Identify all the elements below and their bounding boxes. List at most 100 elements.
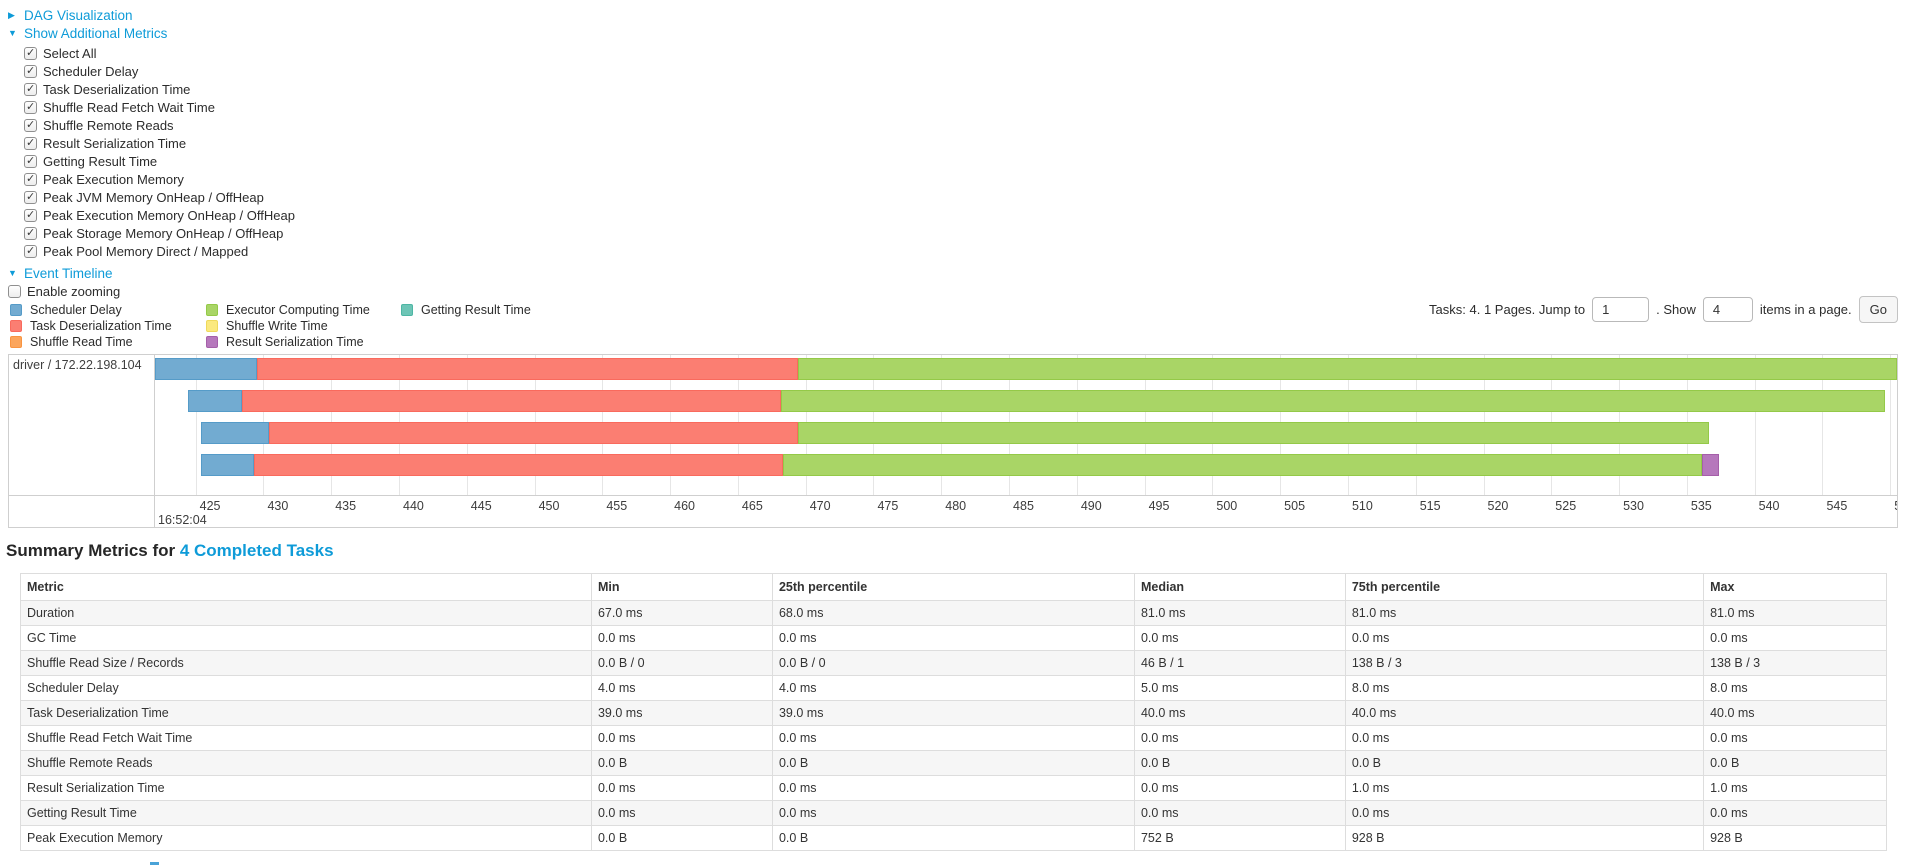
metric-value-cell: 8.0 ms <box>1703 675 1887 701</box>
timeline-axis-separator <box>9 495 1897 496</box>
jump-to-page-input[interactable] <box>1592 297 1650 322</box>
metric-value-cell: 0.0 ms <box>590 775 773 801</box>
metric-value-cell: 928 B <box>1344 825 1705 851</box>
checkbox-icon <box>24 172 37 186</box>
metric-checkbox-peak-execution-memory-onheap-offheap[interactable]: Peak Execution Memory OnHeap / OffHeap <box>24 207 295 223</box>
metric-value-cell: 0.0 ms <box>590 725 773 751</box>
checkbox-icon <box>24 154 37 168</box>
task-row-1-segment-scheduler_delay[interactable] <box>155 358 257 380</box>
task-row-4-segment-executor_computing[interactable] <box>782 454 1702 476</box>
metric-value-cell: 5.0 ms <box>1133 675 1346 701</box>
metric-checkbox-peak-storage-memory-onheap-offheap[interactable]: Peak Storage Memory OnHeap / OffHeap <box>24 225 283 241</box>
task-row-4-segment-task_deserialization[interactable] <box>253 454 783 476</box>
task-row-4-segment-result_serialization[interactable] <box>1701 454 1720 476</box>
metric-value-cell: 1.0 ms <box>1344 775 1705 801</box>
metric-checkbox-peak-execution-memory[interactable]: Peak Execution Memory <box>24 171 184 187</box>
toggle-dag-visualization[interactable]: ▶ DAG Visualization <box>8 7 133 24</box>
task-row-4-segment-scheduler_delay[interactable] <box>201 454 254 476</box>
metric-value-cell: 40.0 ms <box>1133 700 1346 726</box>
metric-value-cell: 0.0 ms <box>590 625 773 651</box>
metric-name-cell: Peak Execution Memory <box>20 825 592 851</box>
timeline-tick-label: 460 <box>674 499 695 513</box>
timeline-tick-label: 550 <box>1894 499 1897 513</box>
collapsed-arrow-icon: ▶ <box>8 10 15 20</box>
checkbox-label: Peak Storage Memory OnHeap / OffHeap <box>43 225 284 241</box>
timeline-group-label: driver / 172.22.198.104 <box>13 358 142 372</box>
legend-item-result_serialization: Result Serialization Time <box>206 335 364 349</box>
timeline-tick-label: 480 <box>945 499 967 513</box>
summary-row-scheduler-delay: Scheduler Delay 4.0 ms 4.0 ms 5.0 ms 8.0 ms 8… <box>20 675 1887 701</box>
timeline-tick-label: 450 <box>538 499 560 513</box>
task-row-3-segment-scheduler_delay[interactable] <box>201 422 269 444</box>
metric-value-cell: 0.0 ms <box>771 625 1135 651</box>
legend-item-executor_computing: Executor Computing Time <box>206 303 370 317</box>
checkbox-label: Shuffle Read Fetch Wait Time <box>43 99 215 115</box>
task-row-2-segment-task_deserialization[interactable] <box>241 390 782 412</box>
summary-header-median: Median <box>1133 573 1346 601</box>
metric-value-cell: 752 B <box>1133 825 1346 851</box>
task-row-3-segment-task_deserialization[interactable] <box>268 422 798 444</box>
metric-checkbox-select-all[interactable]: Select All <box>24 45 96 61</box>
task-row-1-segment-task_deserialization[interactable] <box>256 358 798 380</box>
metric-checkbox-shuffle-read-fetch-wait-time[interactable]: Shuffle Read Fetch Wait Time <box>24 99 215 115</box>
metric-name-cell: Getting Result Time <box>20 800 592 826</box>
metric-checkbox-task-deserialization-time[interactable]: Task Deserialization Time <box>24 81 190 97</box>
timeline-plot-area <box>155 355 1897 495</box>
metric-name-cell: Shuffle Remote Reads <box>20 750 592 776</box>
summary-header-25th-percentile: 25th percentile <box>771 573 1135 601</box>
timeline-tick-label: 535 <box>1690 499 1712 513</box>
metric-value-cell: 0.0 ms <box>771 775 1135 801</box>
items-per-page-input[interactable] <box>1702 297 1753 322</box>
metric-name-cell: Shuffle Read Size / Records <box>20 650 592 676</box>
metric-value-cell: 0.0 B / 0 <box>590 650 773 676</box>
checkbox-label: Peak Pool Memory Direct / Mapped <box>43 243 249 259</box>
go-button[interactable]: Go <box>1858 296 1898 323</box>
task-row-2-segment-executor_computing[interactable] <box>781 390 1885 412</box>
task-row-1-segment-executor_computing[interactable] <box>797 358 1897 380</box>
metric-checkbox-shuffle-remote-reads[interactable]: Shuffle Remote Reads <box>24 117 174 133</box>
timeline-tick-label: 540 <box>1758 499 1780 513</box>
timeline-gridline <box>1822 355 1824 495</box>
summary-row-shuffle-read-size-records: Shuffle Read Size / Records 0.0 B / 0 0.0 … <box>20 650 1887 676</box>
timeline-tick-label: 515 <box>1419 499 1441 513</box>
metric-checkbox-getting-result-time[interactable]: Getting Result Time <box>24 153 157 169</box>
checkbox-icon <box>24 244 37 258</box>
pagination-items-label: items in a page. <box>1759 302 1852 317</box>
summary-metrics-heading: Summary Metrics for 4 Completed Tasks <box>6 541 334 561</box>
metric-value-cell: 0.0 B <box>771 750 1135 776</box>
toggle-show-additional-metrics[interactable]: ▼ Show Additional Metrics <box>8 25 167 42</box>
metric-value-cell: 0.0 ms <box>771 800 1135 826</box>
checkbox-label: Select All <box>43 45 97 61</box>
timeline-group-divider <box>154 355 155 527</box>
metric-value-cell: 8.0 ms <box>1344 675 1705 701</box>
checkbox-label: Result Serialization Time <box>43 135 187 151</box>
timeline-tick-label: 520 <box>1487 499 1509 513</box>
metric-value-cell: 138 B / 3 <box>1703 650 1887 676</box>
metric-value-cell: 0.0 ms <box>590 800 773 826</box>
metric-value-cell: 4.0 ms <box>771 675 1135 701</box>
checkbox-icon <box>24 46 37 60</box>
metric-value-cell: 0.0 ms <box>1133 800 1346 826</box>
task-row-2-segment-scheduler_delay[interactable] <box>187 390 242 412</box>
enable-zooming-checkbox[interactable]: Enable zooming <box>8 283 120 299</box>
checkbox-label: Getting Result Time <box>43 153 158 169</box>
timeline-tick-label: 500 <box>1216 499 1238 513</box>
metric-checkbox-peak-jvm-memory-onheap-offheap[interactable]: Peak JVM Memory OnHeap / OffHeap <box>24 189 264 205</box>
metric-value-cell: 40.0 ms <box>1703 700 1887 726</box>
checkbox-label: Peak JVM Memory OnHeap / OffHeap <box>43 189 264 205</box>
metric-checkbox-result-serialization-time[interactable]: Result Serialization Time <box>24 135 186 151</box>
legend-label: Result Serialization Time <box>226 335 364 349</box>
metric-checkbox-peak-pool-memory-direct-mapped[interactable]: Peak Pool Memory Direct / Mapped <box>24 243 248 259</box>
timeline-tick-label: 530 <box>1623 499 1644 513</box>
toggle-event-timeline[interactable]: ▼ Event Timeline <box>8 265 113 282</box>
metric-value-cell: 81.0 ms <box>1344 600 1705 626</box>
completed-tasks-link[interactable]: 4 Completed Tasks <box>179 541 334 560</box>
metric-value-cell: 0.0 ms <box>1703 725 1887 751</box>
metric-value-cell: 81.0 ms <box>1703 600 1887 626</box>
toggle-dag-label: DAG Visualization <box>24 8 133 23</box>
task-row-3-segment-executor_computing[interactable] <box>797 422 1709 444</box>
metric-checkbox-scheduler-delay[interactable]: Scheduler Delay <box>24 63 138 79</box>
shuffle_read-swatch-icon <box>10 336 22 348</box>
timeline-tick-label: 440 <box>403 499 424 513</box>
